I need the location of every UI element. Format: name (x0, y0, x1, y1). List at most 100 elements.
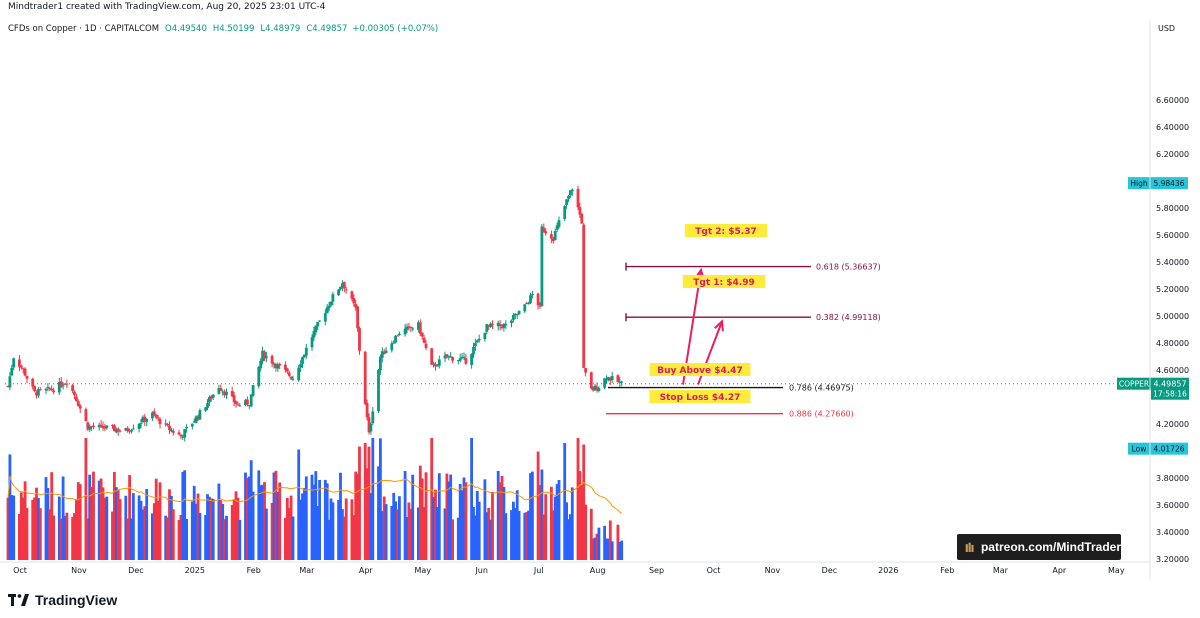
volume-bar (103, 497, 107, 560)
volume-bar (59, 518, 63, 560)
fib-level-0[interactable]: 0.618 (5.36637) (625, 262, 881, 272)
candle (578, 202, 582, 218)
candle (46, 382, 50, 392)
volume-bar (18, 513, 21, 560)
buy-above-label-text: Buy Above $4.47 (657, 366, 742, 376)
volume-bar (451, 519, 454, 560)
svg-text:COPPER: COPPER (1119, 380, 1149, 389)
buy-above-label[interactable]: Buy Above $4.47 (649, 363, 751, 376)
candle (570, 188, 574, 196)
candle (276, 362, 280, 372)
volume-bar (35, 487, 38, 560)
candle (542, 223, 546, 233)
volume-bar (405, 517, 409, 560)
candle (84, 407, 88, 422)
volume-bar (487, 507, 491, 560)
stop-loss-label[interactable]: Stop Loss $4.27 (649, 390, 751, 403)
candle (329, 301, 333, 307)
volume-bar (221, 504, 225, 560)
candle (71, 383, 74, 394)
candle (73, 390, 76, 400)
candle (154, 414, 158, 420)
target-2-label[interactable]: Tgt 2: $5.37 (684, 224, 768, 237)
volume-bar (287, 507, 291, 560)
tradingview-logo[interactable]: TradingView (8, 590, 117, 610)
volume-bar (151, 513, 154, 560)
candle (18, 355, 21, 372)
candle (25, 375, 29, 384)
volume-bar (236, 497, 240, 560)
volume-bar (164, 515, 168, 560)
candle (304, 344, 308, 359)
volume-bar (527, 510, 530, 560)
target-1-label-text: Tgt 1: $4.99 (693, 278, 754, 288)
volume-bar (166, 517, 169, 560)
volume-bar (369, 493, 373, 560)
price-tick: 5.80000 (1156, 204, 1189, 213)
fib-level-3[interactable]: 0.886 (4.27660) (606, 410, 854, 419)
candle (139, 418, 143, 429)
fib-level-1[interactable]: 0.382 (4.99118) (625, 313, 881, 322)
candle (610, 371, 614, 384)
candle (394, 334, 397, 344)
candle (270, 354, 274, 368)
fib-level-2[interactable]: 0.786 (4.46975) (608, 384, 854, 393)
volume-bar (61, 476, 65, 560)
volume-bar (57, 496, 61, 560)
candle (97, 422, 101, 431)
volume-bar (126, 518, 130, 560)
volume-bar (352, 515, 356, 560)
price-tick: 5.40000 (1156, 258, 1189, 267)
candle (246, 396, 249, 407)
candle (420, 332, 424, 340)
candle (261, 346, 264, 365)
candle (145, 418, 149, 427)
volume-bar (409, 508, 413, 560)
volume-bar (99, 478, 103, 560)
volume-bar (168, 489, 171, 560)
candle (314, 325, 318, 336)
candle (103, 423, 107, 432)
svg-text:4.49857: 4.49857 (1153, 380, 1186, 389)
volume-bar (595, 533, 599, 560)
price-tick: 3.40000 (1156, 528, 1189, 537)
candle (563, 204, 567, 222)
volume-bar (344, 498, 348, 560)
volume-bar (23, 481, 27, 560)
candle (407, 322, 411, 331)
candle (303, 354, 306, 358)
volume-bar (449, 474, 453, 560)
volume-moving-average (7, 476, 622, 514)
volume-bar (177, 519, 181, 560)
target-1-label[interactable]: Tgt 1: $4.99 (682, 275, 766, 288)
volume-bar (19, 492, 23, 560)
volume-bar (323, 479, 327, 560)
candle (31, 377, 35, 390)
candle (523, 304, 527, 314)
price-axis: USD 6.60000 6.40000 6.20000 5.80000 5.60000 5.… (1117, 24, 1189, 564)
volume-bar (447, 481, 451, 560)
volume-bar (33, 497, 36, 560)
candle (244, 398, 247, 407)
volume-bar (289, 495, 293, 560)
candle (434, 362, 437, 371)
candle (287, 370, 291, 378)
volume-bar (576, 438, 580, 560)
candle (341, 280, 344, 292)
volume-bar (430, 438, 434, 560)
volume-bar (190, 501, 194, 560)
volume-bar (92, 471, 95, 560)
candle (358, 326, 361, 355)
low-tag: Low 4.01726 (1128, 442, 1188, 455)
candle (447, 355, 451, 361)
candle (470, 353, 473, 369)
svg-text:4.01726: 4.01726 (1153, 445, 1184, 454)
time-tick: Mar (299, 566, 315, 575)
time-tick: Apr (1052, 566, 1067, 575)
candle (618, 377, 622, 388)
volume-bar (318, 480, 321, 560)
candle (6, 385, 10, 388)
ohlc-change: +0.00305 (+0.07%) (352, 24, 438, 34)
volume-bar (31, 499, 35, 560)
